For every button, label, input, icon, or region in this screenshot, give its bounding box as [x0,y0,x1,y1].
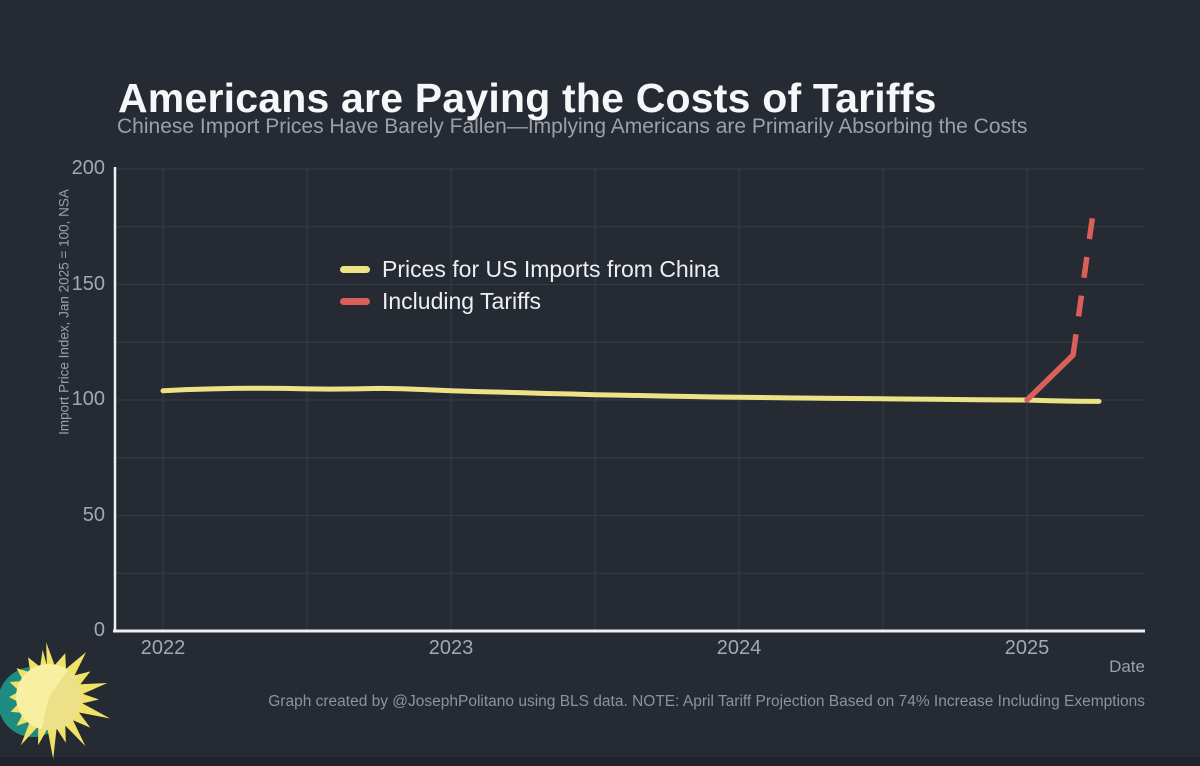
logo-sun-wedge [41,670,82,731]
x-tick-2022: 2022 [140,637,186,659]
yellow-line-swatch-icon [340,265,370,273]
y-tick-100: 100 [71,388,105,410]
footer-note: Graph created by @JosephPolitano using B… [268,693,1145,710]
y-tick-0: 0 [93,619,105,641]
red-line-swatch-icon [340,297,370,305]
bottom-edge-strip [0,757,1200,766]
y-tick-200: 200 [71,157,105,179]
x-axis-title: Date [1109,657,1145,676]
x-tick-2023: 2023 [428,637,474,659]
series-line-tariffs-solid [1024,352,1076,403]
series-line-tariffs-dashed [1070,200,1098,356]
legend: Prices for US Imports from China Includi… [340,253,719,317]
series-line-imports [160,385,1102,404]
y-tick-150: 150 [71,272,105,295]
legend-item-imports: Prices for US Imports from China [340,253,719,285]
legend-item-tariffs: Including Tariffs [340,285,719,317]
y-tick-50: 50 [82,503,105,526]
x-tick-2024: 2024 [716,637,762,659]
sun-logo [0,642,111,759]
chart-title: Americans are Paying the Costs of Tariff… [118,75,937,122]
legend-label-tariffs: Including Tariffs [382,287,541,314]
legend-label-imports: Prices for US Imports from China [382,255,720,282]
chart-subtitle: Chinese Import Prices Have Barely Fallen… [117,115,1028,138]
x-tick-2025: 2025 [1004,637,1050,659]
